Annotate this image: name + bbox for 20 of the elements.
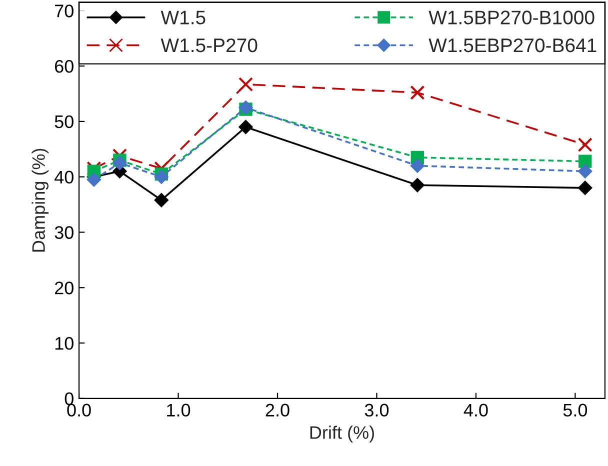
x-axis-title: Drift (%) [310,426,374,442]
y-tick-label: 60 [55,60,74,73]
legend-label: W1.5BP270-B1000 [428,10,594,24]
legend-label: W1.5-P270 [160,38,258,52]
y-tick-label: 50 [54,115,74,128]
y-tick-label: 0 [64,392,74,406]
y-tick-label: 40 [54,170,74,184]
x-tick-label: 2.0 [266,404,290,417]
y-tick-label: 20 [55,282,74,294]
x-tick-label: 3.0 [364,404,389,417]
legend-label: W1.5 [160,10,206,24]
y-tick-label: 70 [55,4,74,18]
legend-label: W1.5EBP270-B641 [428,38,596,52]
x-tick-label: 1.0 [167,404,190,417]
x-tick-label: 5.0 [563,404,588,417]
y-tick-label: 10 [55,336,74,350]
x-tick-label: 4.0 [464,404,488,417]
x-tick-label: 0.0 [67,404,91,417]
y-axis-title: Damping (%) [32,148,49,252]
y-tick-label: 30 [54,226,74,239]
